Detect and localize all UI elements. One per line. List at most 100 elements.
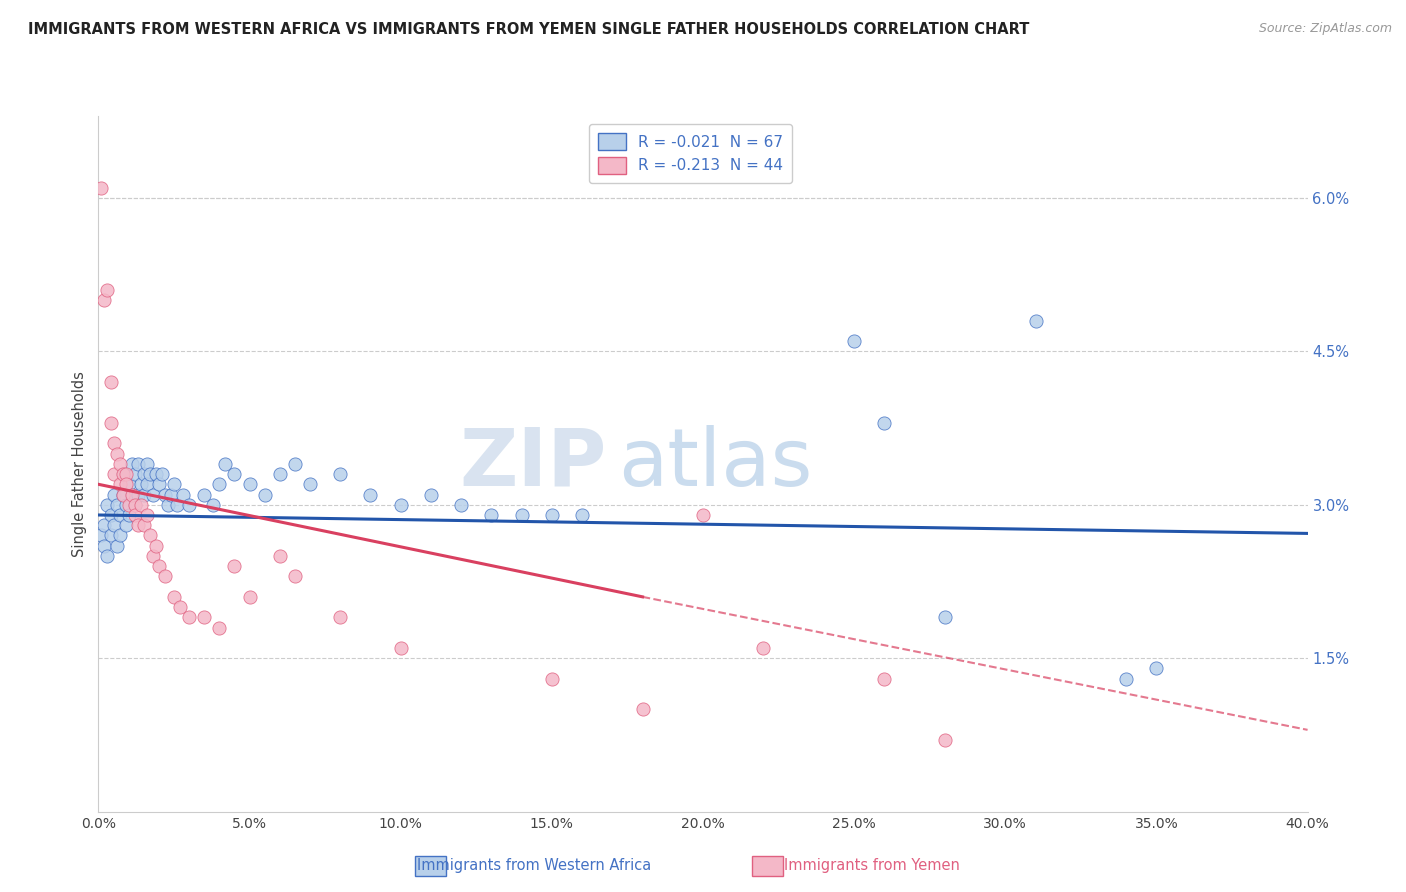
Point (111, 467, 134, 481)
Point (160, 487, 183, 501)
Point (96, 498, 118, 512)
Point (1115, 672, 1137, 686)
Point (121, 457, 143, 471)
Point (329, 610, 352, 624)
Point (108, 528, 131, 542)
Point (142, 549, 165, 563)
Point (114, 467, 136, 481)
Point (100, 508, 122, 522)
Point (127, 487, 149, 501)
Point (124, 508, 146, 522)
Point (100, 375, 122, 389)
Point (299, 477, 322, 491)
Legend: R = -0.021  N = 67, R = -0.213  N = 44: R = -0.021 N = 67, R = -0.213 N = 44 (589, 124, 792, 184)
Point (631, 702, 654, 716)
Point (127, 457, 149, 471)
Text: IMMIGRANTS FROM WESTERN AFRICA VS IMMIGRANTS FROM YEMEN SINGLE FATHER HOUSEHOLDS: IMMIGRANTS FROM WESTERN AFRICA VS IMMIGR… (28, 22, 1029, 37)
Point (129, 498, 152, 512)
Point (132, 487, 155, 501)
Point (1024, 313, 1046, 327)
Point (284, 457, 307, 471)
Point (752, 640, 775, 655)
Text: Immigrants from Western Africa: Immigrants from Western Africa (418, 858, 651, 872)
Point (1144, 661, 1167, 675)
Point (108, 457, 131, 471)
Point (239, 477, 262, 491)
Point (193, 610, 215, 624)
Text: Immigrants from Yemen: Immigrants from Yemen (783, 858, 960, 872)
Text: ZIP: ZIP (458, 425, 606, 503)
Point (571, 508, 593, 522)
Point (214, 457, 236, 471)
Point (253, 487, 276, 501)
Point (389, 640, 412, 655)
Point (135, 477, 157, 491)
Point (111, 487, 134, 501)
Point (114, 518, 136, 533)
Text: atlas: atlas (619, 425, 813, 503)
Point (124, 467, 146, 481)
Point (163, 477, 186, 491)
Point (873, 672, 896, 686)
Point (145, 539, 167, 553)
Point (105, 447, 128, 461)
Point (540, 672, 562, 686)
Point (139, 467, 162, 481)
Point (148, 559, 170, 574)
Point (360, 487, 382, 501)
Point (100, 416, 122, 430)
Point (540, 508, 562, 522)
Point (269, 549, 291, 563)
Point (108, 477, 131, 491)
Point (450, 498, 472, 512)
Point (873, 416, 896, 430)
Point (269, 467, 291, 481)
Point (90, 180, 112, 194)
Point (103, 436, 125, 450)
Point (145, 467, 167, 481)
Point (129, 477, 152, 491)
Point (96, 283, 118, 297)
Point (224, 467, 246, 481)
Point (135, 508, 157, 522)
Point (153, 487, 176, 501)
Point (132, 467, 155, 481)
Point (239, 590, 262, 604)
Point (103, 467, 125, 481)
Point (208, 621, 231, 635)
Point (224, 559, 246, 574)
Point (329, 467, 352, 481)
Point (118, 498, 141, 512)
Point (172, 487, 194, 501)
Point (156, 498, 179, 512)
Point (93, 518, 115, 533)
Point (105, 498, 128, 512)
Point (111, 467, 134, 481)
Point (105, 539, 128, 553)
Point (132, 518, 155, 533)
Point (118, 508, 141, 522)
Point (163, 590, 186, 604)
Y-axis label: Single Father Households: Single Father Households (72, 371, 87, 557)
Point (193, 487, 215, 501)
Point (148, 477, 170, 491)
Point (114, 477, 136, 491)
Point (103, 518, 125, 533)
Point (135, 457, 157, 471)
Point (166, 498, 188, 512)
Point (139, 528, 162, 542)
Point (481, 508, 503, 522)
Point (177, 610, 201, 624)
Point (121, 487, 143, 501)
Point (177, 498, 201, 512)
Point (127, 518, 149, 533)
Point (96, 549, 118, 563)
Text: Source: ZipAtlas.com: Source: ZipAtlas.com (1258, 22, 1392, 36)
Point (934, 733, 956, 747)
Point (202, 498, 225, 512)
Point (118, 477, 141, 491)
Point (389, 498, 412, 512)
Point (142, 487, 165, 501)
Point (121, 487, 143, 501)
Point (284, 569, 307, 583)
